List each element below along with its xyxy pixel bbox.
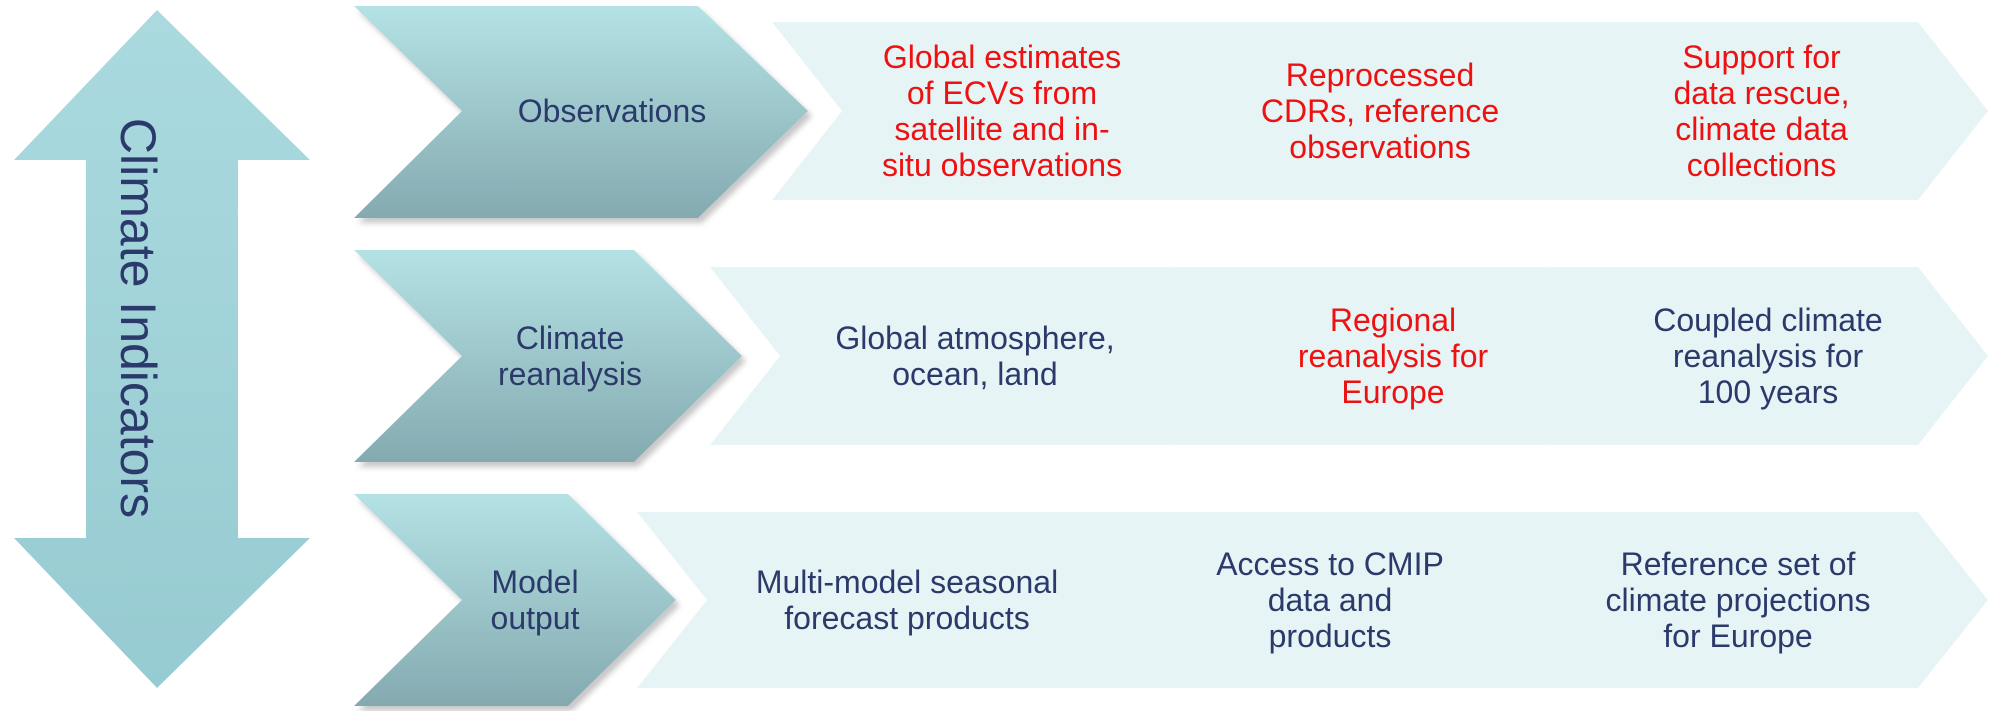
row-1-item-3-label: Support for data rescue, climate data co…	[1673, 39, 1850, 183]
row-1-item-1-chevron	[772, 22, 1225, 200]
row-1-category-arrow	[354, 6, 808, 218]
row-3-item-2-label: Access to CMIP data and products	[1216, 546, 1444, 654]
row-2-item-3-chevron	[1548, 267, 1988, 445]
row-3-item-2-chevron	[1102, 512, 1558, 688]
row-1-item-3-chevron	[1535, 22, 1988, 200]
row-1-item-2-chevron	[1155, 22, 1605, 200]
row-3-category-label: Model output	[490, 564, 580, 636]
row-1-item-1-label: Global estimates of ECVs from satellite …	[881, 39, 1123, 183]
row-1-category-label: Observations	[517, 93, 707, 129]
row-2-item-2-label: Regional reanalysis for Europe	[1297, 302, 1489, 410]
row-2-item-1-label: Global atmosphere, ocean, land	[835, 320, 1115, 392]
row-3-item-3-chevron	[1488, 512, 1988, 688]
row-3-item-1-chevron	[637, 512, 1172, 688]
climate-indicators-label: Climate Indicators	[110, 117, 166, 519]
row-2-item-1-chevron	[710, 267, 1238, 445]
row-3-item-1-label: Multi-model seasonal forecast products	[755, 564, 1059, 636]
row-3-category-arrow	[354, 494, 676, 706]
row-2-item-2-chevron	[1168, 267, 1618, 445]
row-2-category-label: Climate reanalysis	[497, 320, 643, 392]
row-3-item-3-label: Reference set of climate projections for…	[1605, 546, 1871, 654]
row-2-item-3-label: Coupled climate reanalysis for 100 years	[1653, 302, 1883, 410]
double-arrow-icon	[14, 10, 310, 688]
row-1-item-2-label: Reprocessed CDRs, reference observations	[1260, 57, 1500, 165]
row-2-category-arrow	[354, 250, 742, 462]
